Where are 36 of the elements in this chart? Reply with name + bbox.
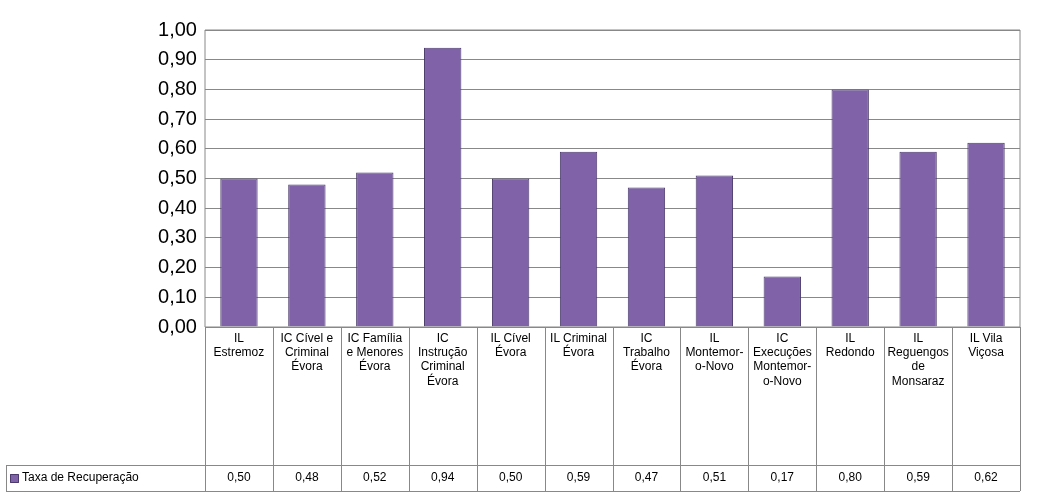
data-label: 0,80 (838, 470, 863, 485)
data-label: 0,51 (702, 470, 727, 485)
x-tick-label: IC Execuções Montemor-o-Novo (752, 330, 812, 388)
y-tick-label: 0,70 (158, 106, 197, 129)
y-tick-label: 0,20 (158, 255, 197, 278)
y-tick-label: 0,00 (158, 314, 197, 337)
x-tick-label: IL Vila Viçosa (968, 330, 1005, 359)
x-tick-label: IC Família e Menores Évora (346, 330, 404, 374)
data-label: 0,59 (566, 470, 591, 485)
data-label: 0,62 (974, 470, 999, 485)
legend-label: Taxa de Recuperação (22, 470, 140, 485)
y-tick-label: 0,30 (158, 225, 197, 248)
y-tick-label: 0,60 (158, 136, 197, 159)
x-tick-label: IL Cível Évora (490, 330, 531, 359)
data-label: 0,94 (431, 470, 455, 485)
x-tick-label: IC Instrução Criminal Évora (418, 330, 468, 388)
data-label: 0,17 (770, 470, 795, 485)
x-tick-label: IL Estremoz (213, 330, 265, 359)
y-tick-label: 1,00 (158, 17, 197, 40)
data-label: 0,47 (634, 470, 659, 485)
data-label: 0,59 (906, 470, 931, 485)
y-tick-label: 0,80 (158, 76, 197, 99)
x-tick-label: IL Criminal Évora (550, 330, 607, 359)
x-tick-label: IC Trabalho Évora (623, 330, 671, 374)
data-label: 0,52 (363, 470, 387, 485)
x-tick-label: IL Montemor-o-Novo (685, 330, 744, 374)
x-tick-label: IL Redondo (825, 330, 875, 359)
y-tick-label: 0,50 (158, 166, 197, 189)
x-tick-label: IL Reguengos de Monsaraz (887, 330, 949, 388)
data-label: 0,50 (227, 470, 251, 485)
x-tick-label: IC Cível e Criminal Évora (280, 330, 334, 374)
data-label: 0,50 (498, 470, 523, 485)
y-tick-label: 0,90 (158, 47, 197, 70)
y-tick-label: 0,10 (158, 284, 197, 307)
y-tick-label: 0,40 (158, 195, 197, 218)
data-label: 0,48 (295, 470, 319, 485)
